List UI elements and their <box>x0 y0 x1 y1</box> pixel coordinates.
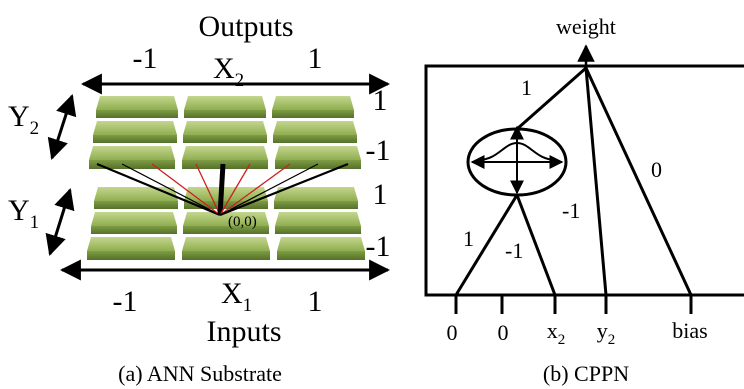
bottom-left-tick: -1 <box>113 285 138 318</box>
upper-right-tick-1: 1 <box>373 84 388 117</box>
cppn-input-label: 0 <box>498 320 509 345</box>
output-node <box>273 121 357 143</box>
edge-weight-label: -1 <box>562 198 580 223</box>
connection-line <box>217 163 226 216</box>
top-right-tick: 1 <box>308 42 323 75</box>
cppn-input-label: bias <box>672 318 707 343</box>
cppn-box <box>424 64 744 297</box>
cppn-edge-x2-to-hidden <box>515 194 557 296</box>
input-node <box>87 237 175 260</box>
cppn-edge-x1-to-hidden <box>454 194 519 296</box>
input-node <box>91 212 177 234</box>
input-node <box>277 237 365 260</box>
outputs-title: Outputs <box>198 10 293 43</box>
input-node <box>274 187 358 209</box>
connection-line <box>151 163 221 216</box>
gaussian-curve-icon <box>477 141 557 161</box>
edge-weight-label: 1 <box>521 75 532 100</box>
edge-weight-label: 1 <box>463 226 474 251</box>
cppn-panel: weight 1 0 -1 1 -1 0 0 x2 <box>424 14 744 386</box>
y2-axis-arrow <box>47 94 77 160</box>
substrate-caption: (a) ANN Substrate <box>118 361 282 386</box>
lower-right-tick-1: 1 <box>373 178 388 211</box>
output-node <box>184 96 266 118</box>
weight-output-label: weight <box>556 14 616 39</box>
connection-line <box>96 162 221 217</box>
output-node-grid <box>89 96 361 169</box>
cppn-input-label: x2 <box>547 318 566 348</box>
cppn-input-label: y2 <box>597 318 616 348</box>
cppn-edge-y2-to-output <box>584 67 608 296</box>
top-left-tick: -1 <box>133 42 158 75</box>
x1-axis-label: X1 <box>221 277 252 316</box>
cppn-input-ticks <box>454 295 693 314</box>
connection-line <box>219 163 319 216</box>
input-node-grid <box>87 187 365 260</box>
connection-line <box>121 163 221 216</box>
input-node <box>94 187 178 209</box>
connection-line <box>219 163 291 216</box>
output-node <box>89 146 175 169</box>
input-node <box>275 212 361 234</box>
cppn-edge-hidden-to-output <box>516 66 587 131</box>
output-node <box>96 96 178 118</box>
substrate-connections <box>96 162 349 217</box>
output-node <box>272 96 354 118</box>
edge-weight-label: 0 <box>651 157 662 182</box>
lower-right-tick-neg1: -1 <box>366 230 391 263</box>
cppn-input-label: 0 <box>447 320 458 345</box>
cppn-caption: (b) CPPN <box>543 361 629 386</box>
x2-axis-label: X2 <box>213 52 244 91</box>
inputs-title: Inputs <box>207 315 282 348</box>
connection-line <box>219 163 251 216</box>
upper-right-tick-neg1: -1 <box>366 134 391 167</box>
connection-line <box>219 162 349 217</box>
cppn-edge-bias-to-output <box>584 67 693 296</box>
origin-label: (0,0) <box>228 214 257 230</box>
output-node <box>183 121 267 143</box>
input-node <box>183 212 269 234</box>
connection-line <box>195 163 221 216</box>
edge-weight-label: -1 <box>505 238 523 263</box>
y1-axis-arrow <box>45 187 75 257</box>
y1-axis-label: Y1 <box>8 194 39 233</box>
output-node <box>93 121 177 143</box>
y2-axis-label: Y2 <box>8 100 39 139</box>
ann-substrate-panel: Outputs -1 1 X2 Y2 1 -1 <box>8 10 391 386</box>
bottom-right-tick: 1 <box>308 285 323 318</box>
input-node <box>182 237 270 260</box>
